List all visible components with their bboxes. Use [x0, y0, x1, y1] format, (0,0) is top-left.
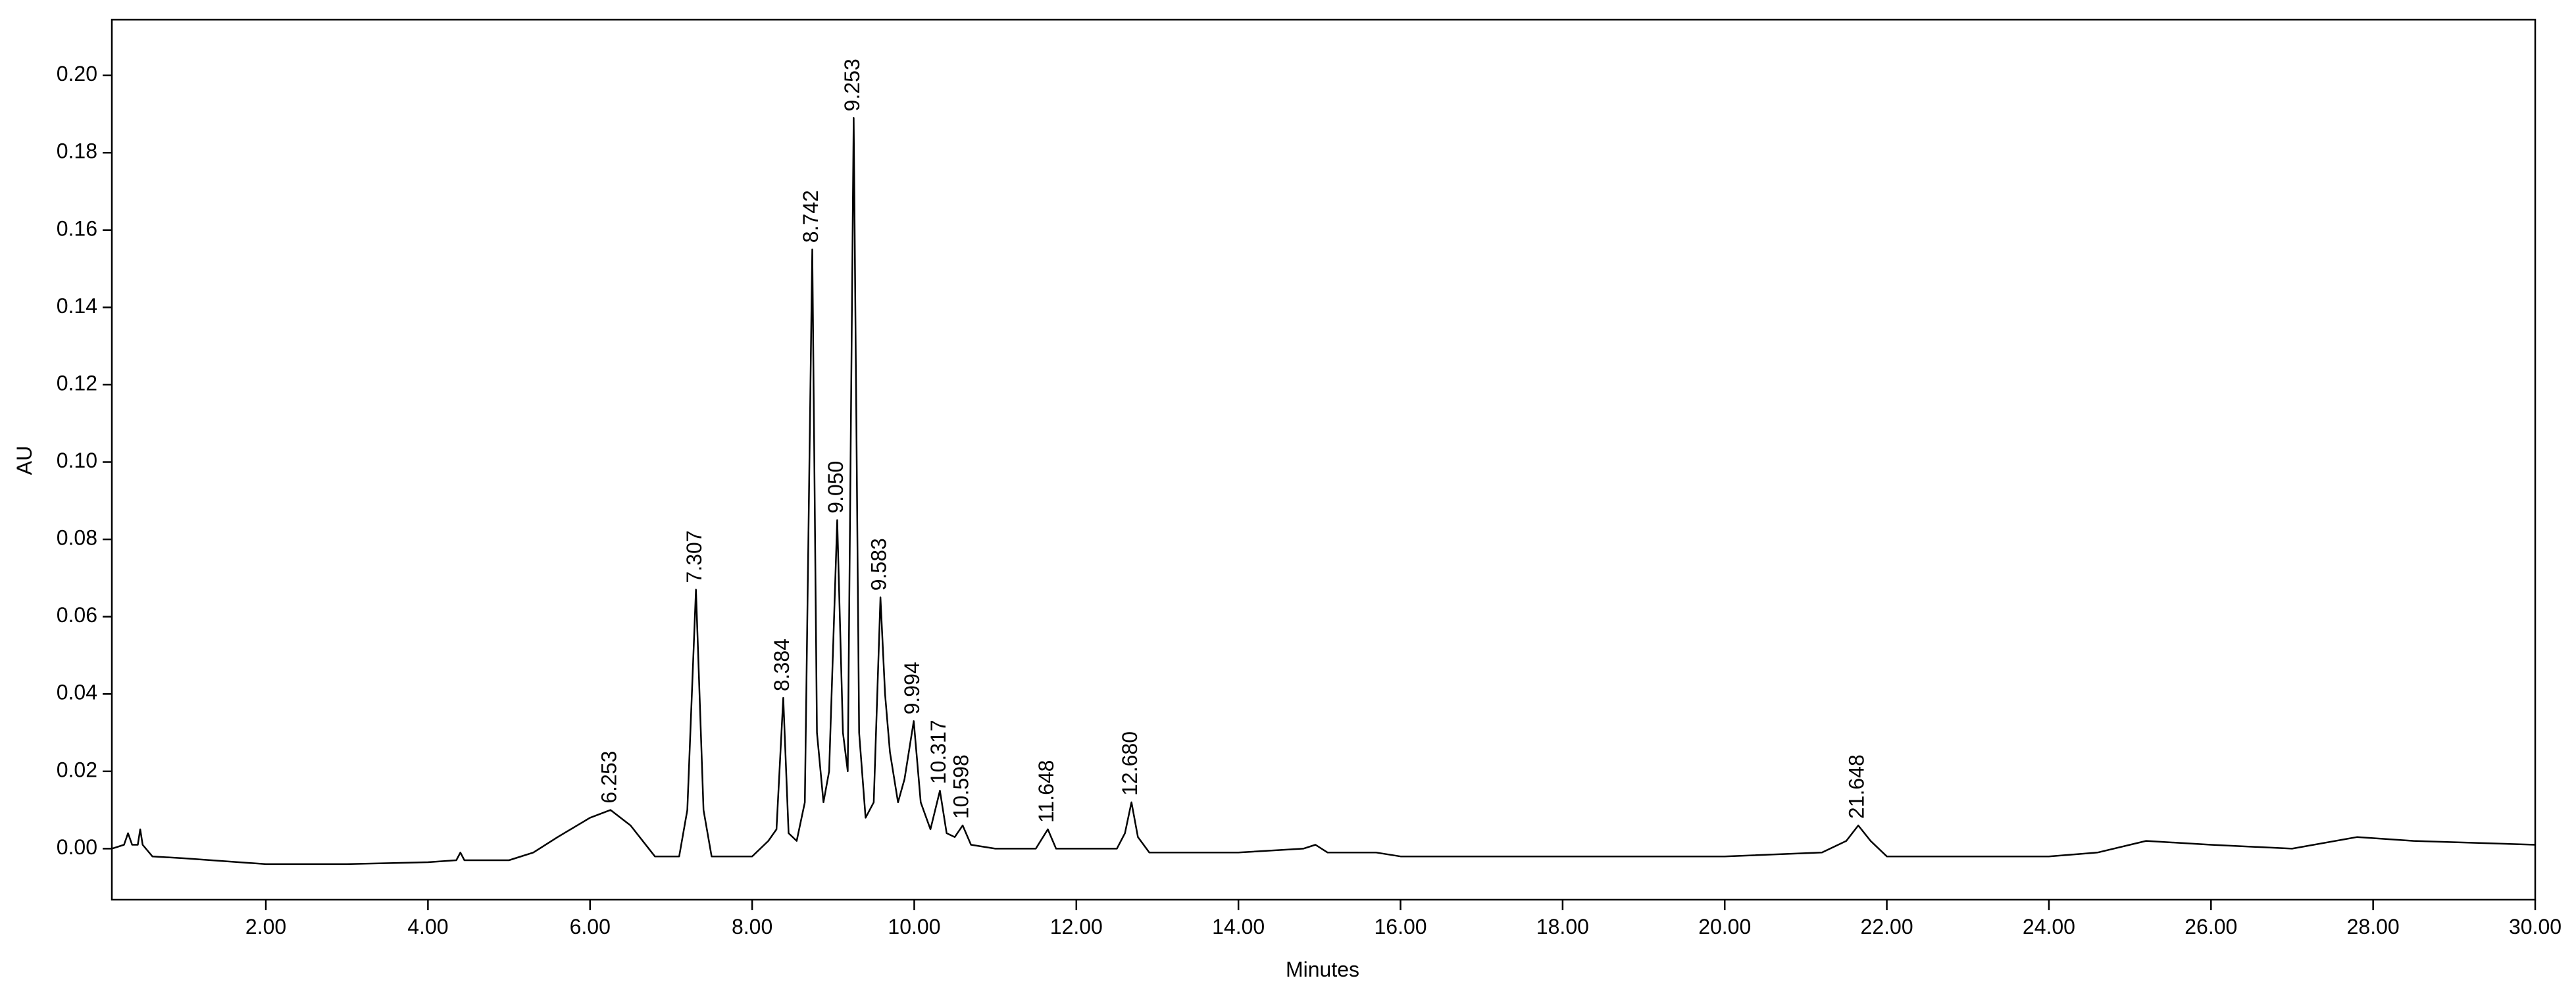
x-tick-label: 30.00	[2509, 915, 2562, 938]
y-tick-label: 0.12	[57, 371, 97, 395]
peak-label: 9.253	[840, 59, 864, 111]
peak-label: 7.307	[682, 530, 706, 583]
peak-label: 8.384	[770, 639, 794, 691]
peak-label: 10.317	[926, 719, 950, 784]
x-tick-label: 16.00	[1374, 915, 1427, 938]
x-tick-label: 6.00	[570, 915, 611, 938]
peak-label: 21.648	[1845, 754, 1869, 819]
y-tick-label: 0.10	[57, 449, 97, 472]
peak-label: 9.583	[867, 538, 891, 591]
peak-label: 12.680	[1118, 731, 1142, 796]
plot-frame	[111, 18, 2537, 901]
x-tick-label: 14.00	[1212, 915, 1265, 938]
y-tick-label: 0.00	[57, 835, 97, 859]
y-tick-label: 0.02	[57, 758, 97, 781]
x-tick-label: 20.00	[1698, 915, 1751, 938]
x-tick-label: 22.00	[1861, 915, 1913, 938]
x-tick-label: 8.00	[732, 915, 772, 938]
y-tick-label: 0.16	[57, 216, 97, 240]
peak-label: 10.598	[949, 754, 973, 819]
peak-label: 8.742	[799, 190, 822, 243]
peak-label: 9.994	[900, 662, 924, 714]
y-tick-label: 0.18	[57, 139, 97, 163]
y-tick-label: 0.08	[57, 526, 97, 550]
y-tick-label: 0.04	[57, 681, 97, 704]
trace-line	[111, 117, 2536, 865]
peak-label: 11.648	[1034, 760, 1058, 823]
y-tick-label: 0.06	[57, 603, 97, 627]
peak-label: 9.050	[824, 461, 847, 514]
x-tick-label: 12.00	[1050, 915, 1103, 938]
x-tick-label: 10.00	[888, 915, 940, 938]
y-axis-label: AU	[13, 446, 36, 475]
y-tick-label: 0.20	[57, 62, 97, 85]
x-tick-label: 26.00	[2185, 915, 2237, 938]
x-tick-label: 18.00	[1536, 915, 1589, 938]
x-tick-label: 2.00	[245, 915, 286, 938]
peak-label: 6.253	[597, 751, 620, 804]
x-tick-label: 28.00	[2347, 915, 2400, 938]
x-tick-label: 4.00	[407, 915, 448, 938]
y-tick-label: 0.14	[57, 294, 97, 318]
x-axis-label: Minutes	[1286, 958, 1359, 981]
x-tick-label: 24.00	[2023, 915, 2075, 938]
